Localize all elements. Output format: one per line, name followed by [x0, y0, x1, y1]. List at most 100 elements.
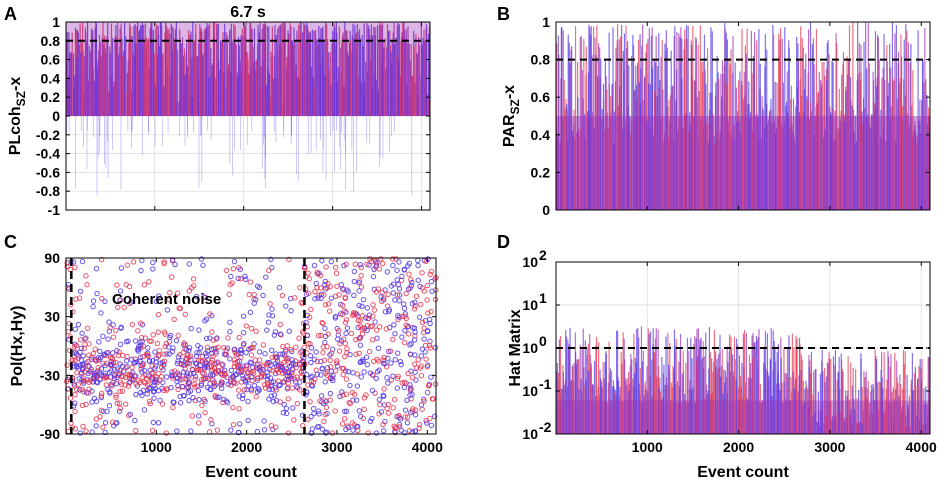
point — [324, 372, 331, 379]
point — [105, 336, 111, 342]
point — [429, 288, 435, 294]
point — [203, 353, 209, 359]
point — [312, 288, 318, 295]
point — [102, 429, 108, 436]
point — [109, 355, 115, 362]
point — [300, 423, 306, 429]
y-tick-label: 0.6 — [531, 89, 551, 105]
point — [373, 430, 380, 436]
point — [325, 331, 331, 337]
point — [118, 265, 125, 271]
point — [420, 396, 427, 402]
point — [266, 312, 272, 318]
panel-a-title: 6.7 s — [230, 4, 266, 21]
point — [386, 307, 393, 313]
point — [351, 311, 357, 318]
point — [127, 371, 133, 378]
point — [105, 386, 111, 393]
point — [279, 364, 285, 371]
point — [356, 408, 363, 414]
point — [369, 337, 376, 343]
point — [248, 374, 255, 380]
point — [126, 283, 133, 290]
point — [197, 345, 204, 351]
point — [139, 392, 145, 399]
point — [247, 359, 254, 365]
point — [117, 341, 124, 348]
point — [319, 319, 325, 326]
point — [404, 397, 410, 403]
point — [189, 367, 196, 373]
point — [339, 302, 346, 309]
point — [153, 376, 159, 383]
point — [319, 426, 326, 432]
point — [340, 371, 346, 378]
point — [237, 347, 244, 353]
point — [167, 289, 173, 296]
point — [269, 347, 275, 353]
point — [171, 399, 177, 406]
point — [146, 358, 153, 364]
point — [370, 313, 376, 319]
point — [380, 421, 386, 428]
point — [362, 325, 368, 331]
point — [316, 270, 322, 277]
point — [171, 316, 177, 322]
point — [94, 290, 100, 297]
point — [201, 364, 208, 370]
point — [422, 342, 429, 349]
point — [425, 310, 431, 316]
point — [153, 363, 159, 369]
x-tick-label: 1000 — [632, 439, 663, 455]
point — [221, 396, 227, 403]
point — [155, 329, 161, 335]
point — [272, 354, 279, 360]
point — [344, 287, 350, 293]
point — [385, 355, 391, 361]
point — [146, 386, 152, 392]
point — [357, 261, 364, 268]
point — [432, 296, 439, 303]
point — [266, 396, 272, 402]
point — [182, 311, 189, 318]
point — [285, 369, 292, 376]
point — [305, 341, 311, 347]
point — [415, 357, 421, 363]
point — [79, 402, 86, 409]
point — [107, 324, 113, 331]
point — [343, 317, 350, 323]
point — [381, 428, 387, 434]
point — [358, 374, 364, 380]
panel-a-y-label-sub: SZ — [14, 91, 28, 106]
point — [129, 364, 135, 371]
point — [343, 391, 350, 397]
point — [83, 390, 90, 396]
point — [123, 365, 129, 371]
point — [79, 386, 85, 393]
point — [140, 362, 146, 369]
point — [156, 347, 163, 354]
point — [341, 415, 348, 422]
point — [186, 397, 192, 404]
point — [267, 301, 273, 307]
point — [202, 409, 208, 416]
point — [260, 366, 266, 373]
point — [119, 388, 126, 394]
point — [297, 285, 303, 291]
point — [253, 296, 259, 303]
point — [144, 350, 151, 356]
point — [411, 337, 418, 343]
point — [271, 332, 278, 338]
point — [194, 367, 201, 374]
point — [418, 402, 425, 408]
point — [427, 415, 433, 422]
point — [322, 379, 328, 385]
point — [245, 398, 251, 405]
point — [149, 357, 156, 364]
point — [158, 364, 165, 371]
point — [318, 393, 325, 399]
point — [303, 319, 309, 326]
point — [373, 289, 380, 295]
point — [357, 342, 364, 348]
point — [392, 331, 398, 337]
